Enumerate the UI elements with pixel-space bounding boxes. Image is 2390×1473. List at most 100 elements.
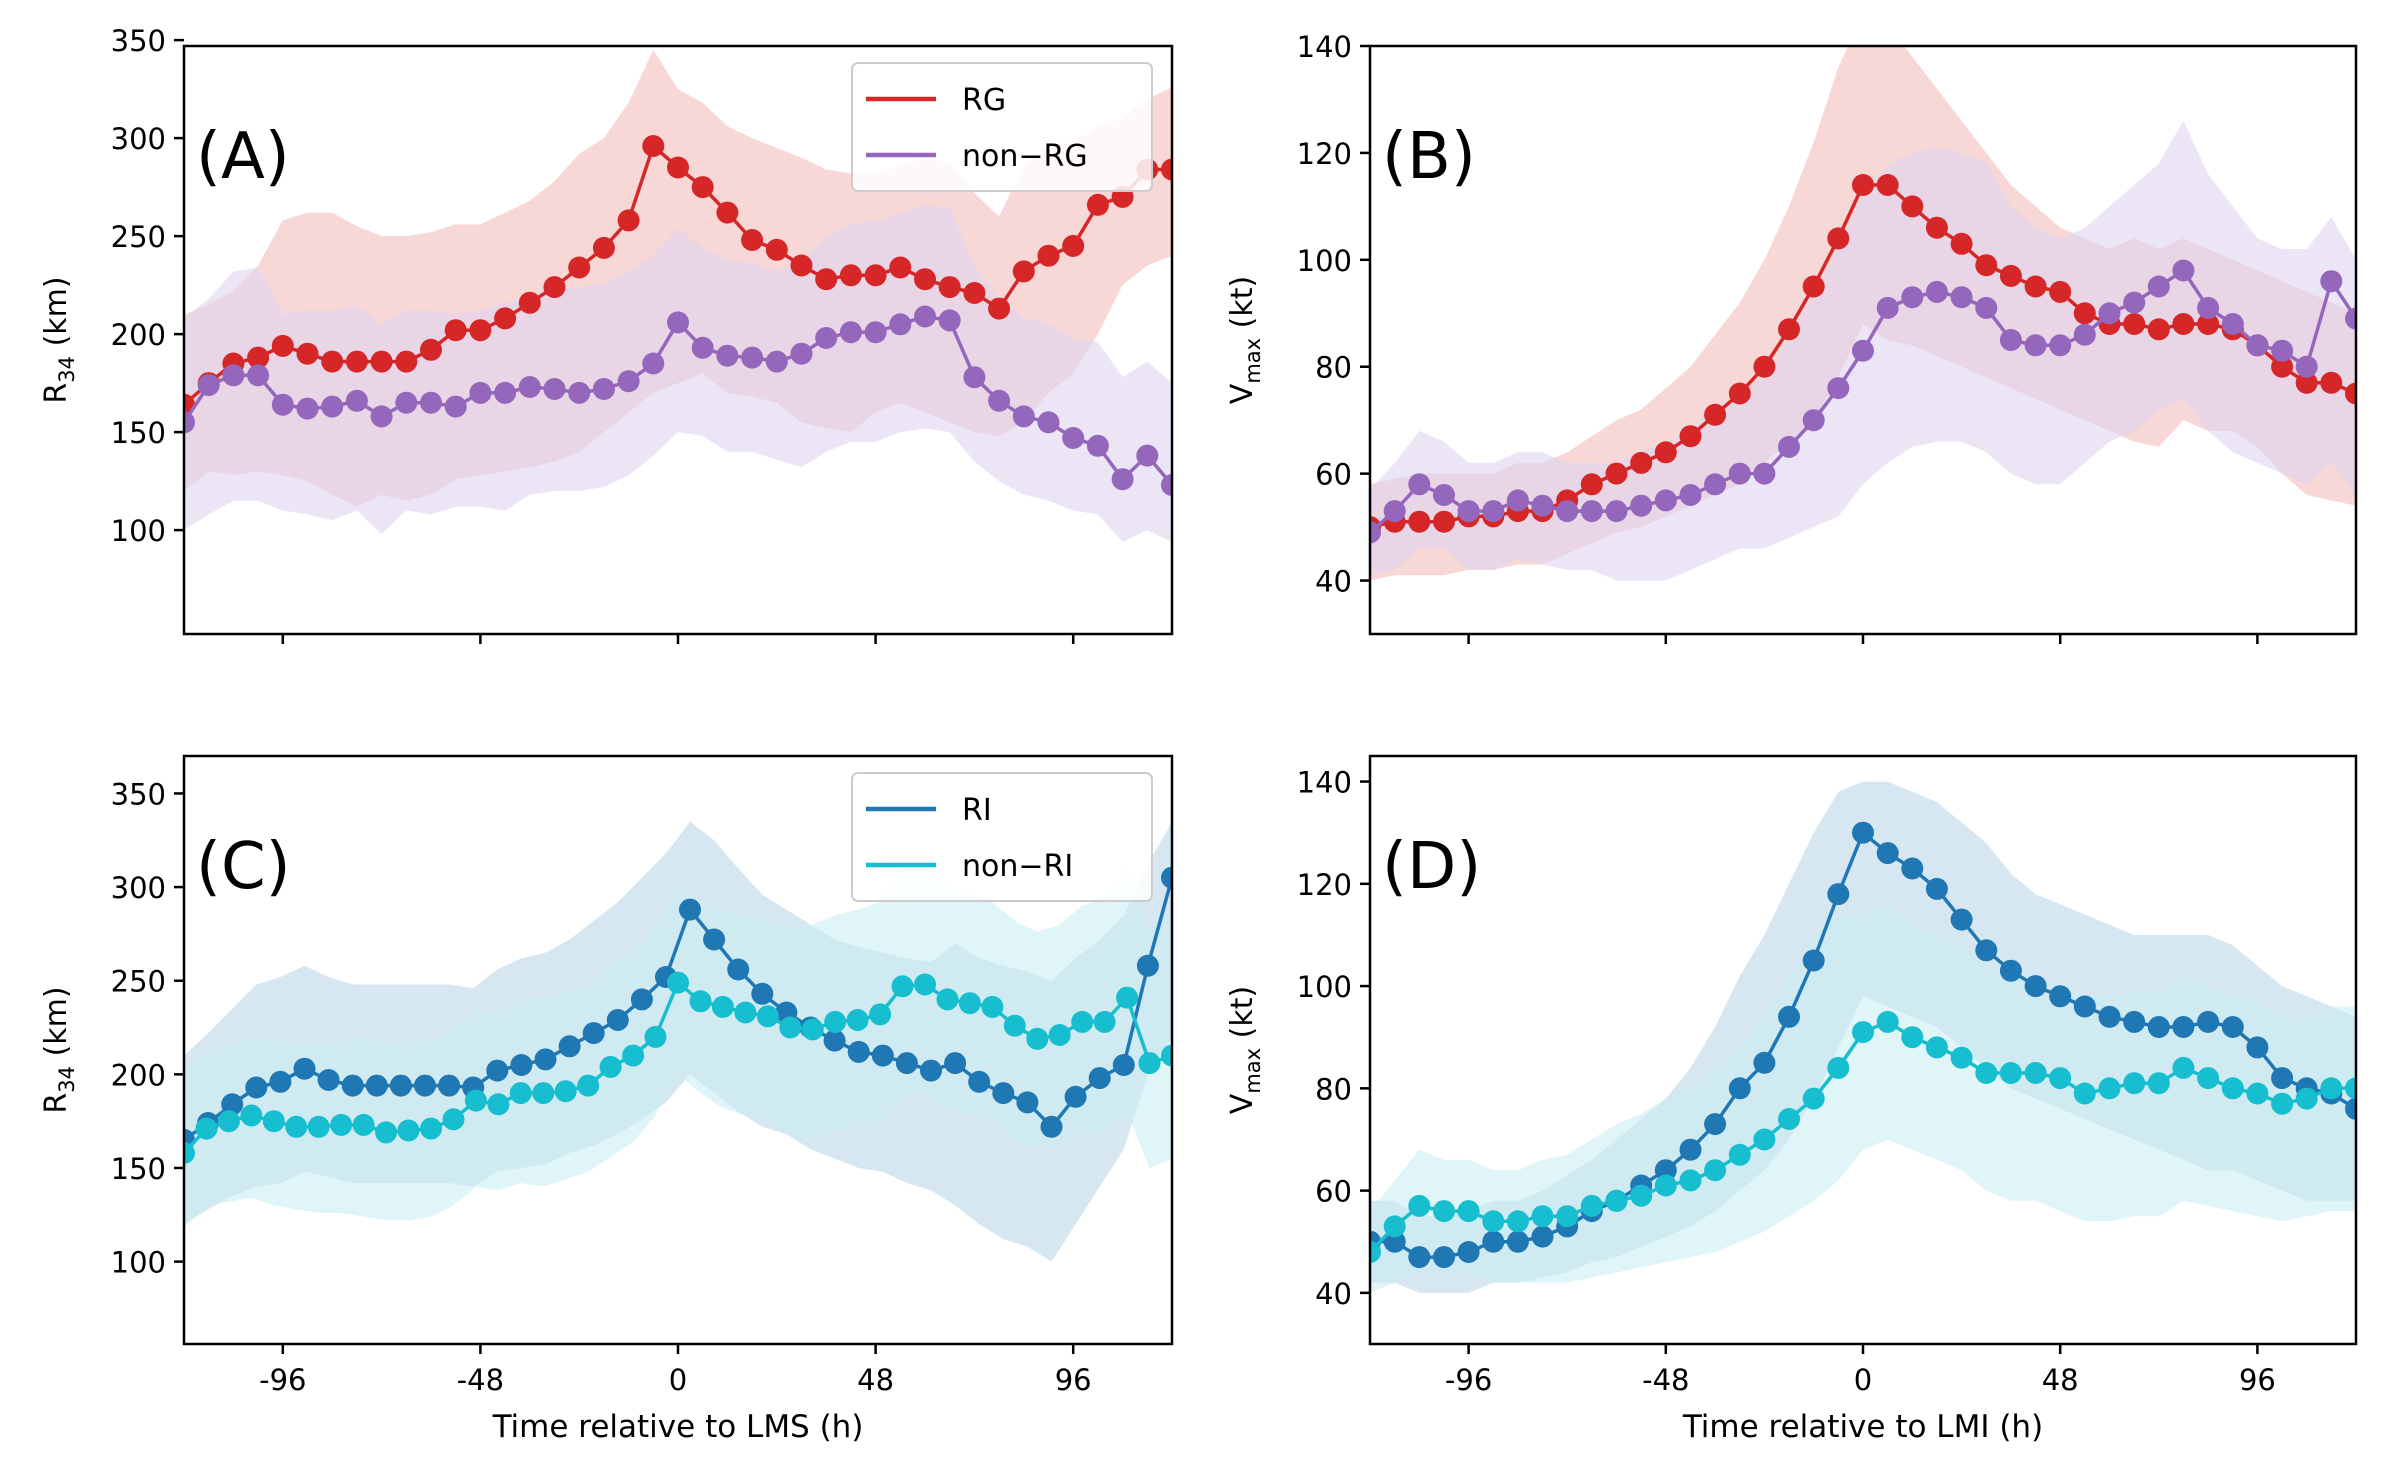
data-point (2246, 334, 2269, 357)
data-point (1999, 264, 2022, 287)
y-axis-label: Vmax (kt) (1225, 986, 1265, 1114)
data-point (577, 1074, 600, 1097)
data-point (1408, 1246, 1431, 1269)
data-point (790, 254, 813, 277)
data-point (1901, 857, 1924, 880)
data-point (1457, 1200, 1480, 1223)
y-tick-label: 80 (1315, 1072, 1352, 1106)
data-point (486, 1059, 509, 1082)
data-point (464, 1089, 487, 1112)
data-point (2246, 1082, 2269, 1105)
data-point (1012, 260, 1035, 283)
data-point (293, 1057, 316, 1080)
data-point (815, 327, 838, 349)
panel-label: (C) (196, 830, 291, 904)
data-point (839, 321, 862, 344)
data-point (1580, 500, 1603, 523)
data-point (1506, 1210, 1529, 1233)
data-point (1088, 1067, 1111, 1090)
data-point (1433, 484, 1455, 506)
data-point (741, 346, 764, 369)
data-point (2049, 334, 2072, 357)
data-point (691, 336, 714, 359)
data-point (779, 1016, 802, 1039)
data-point (2123, 1010, 2146, 1033)
data-point (1728, 462, 1751, 485)
data-point (630, 988, 653, 1011)
data-point (963, 282, 986, 304)
data-point (1457, 1241, 1480, 1263)
y-label-main: V (1225, 383, 1260, 404)
data-point (1999, 1062, 2022, 1084)
data-point (330, 1113, 353, 1136)
data-point (1950, 286, 1973, 309)
x-tick-label: -96 (259, 1363, 306, 1397)
data-point (509, 1082, 532, 1105)
data-point (963, 366, 986, 389)
data-point (703, 928, 726, 951)
data-point (1827, 1056, 1850, 1079)
data-point (667, 311, 689, 334)
data-point (1062, 234, 1085, 257)
data-point (1136, 954, 1159, 977)
y-axis-label: R34 (km) (39, 276, 79, 403)
legend-box (851, 62, 1153, 192)
data-point (1531, 494, 1554, 517)
y-tick-label: 140 (1297, 30, 1352, 64)
series-secondary (184, 305, 1172, 496)
data-point (1728, 1077, 1751, 1100)
data-point (606, 1009, 629, 1031)
data-point (307, 1115, 330, 1138)
y-tick-label: 100 (1297, 244, 1352, 278)
data-point (317, 1069, 340, 1091)
data-point (667, 971, 689, 994)
data-point (1802, 409, 1825, 432)
y-tick-label: 40 (1315, 1277, 1352, 1311)
data-point (2345, 307, 2356, 330)
data-point (1003, 1014, 1026, 1037)
data-point (1040, 1115, 1063, 1138)
x-tick-label: 96 (2239, 1363, 2276, 1397)
data-point (847, 1040, 870, 1063)
data-point (247, 364, 270, 387)
data-point (599, 1055, 622, 1078)
data-point (414, 1074, 436, 1097)
series-secondary (184, 971, 1172, 1164)
data-point (444, 395, 467, 418)
data-point (1925, 280, 1948, 303)
data-point (839, 264, 862, 287)
data-point (1778, 1005, 1800, 1028)
data-point (1556, 500, 1579, 523)
data-point (1728, 382, 1751, 405)
data-point (341, 1074, 364, 1097)
y-tick-label: 150 (111, 416, 166, 450)
legend: RG non−RG (851, 62, 1153, 192)
data-point (1408, 473, 1431, 496)
y-tick-label: 350 (111, 24, 166, 58)
data-point (1827, 227, 1850, 250)
x-axis-label: Time relative to LMI (h) (1682, 1409, 2043, 1445)
data-point (2024, 975, 2047, 998)
series-secondary (1370, 1010, 2356, 1263)
data-point (2221, 1077, 2244, 1100)
data-point (395, 350, 418, 373)
data-point (1876, 842, 1899, 865)
plot-area (184, 821, 1172, 1262)
data-point (195, 1117, 218, 1140)
data-point (1383, 1215, 1406, 1238)
data-point (1556, 1205, 1579, 1228)
data-point (1016, 1091, 1039, 1114)
data-point (1802, 949, 1825, 972)
data-point (1679, 1169, 1702, 1192)
data-point (988, 389, 1011, 412)
data-point (1161, 474, 1172, 496)
data-point (1901, 286, 1924, 309)
y-tick-label: 60 (1315, 1175, 1352, 1209)
data-point (1161, 158, 1172, 181)
data-point (2049, 1067, 2072, 1090)
data-point (2197, 1010, 2220, 1033)
data-point (1136, 444, 1159, 467)
data-point (914, 973, 936, 996)
data-point (370, 405, 393, 428)
data-point (2271, 339, 2294, 362)
